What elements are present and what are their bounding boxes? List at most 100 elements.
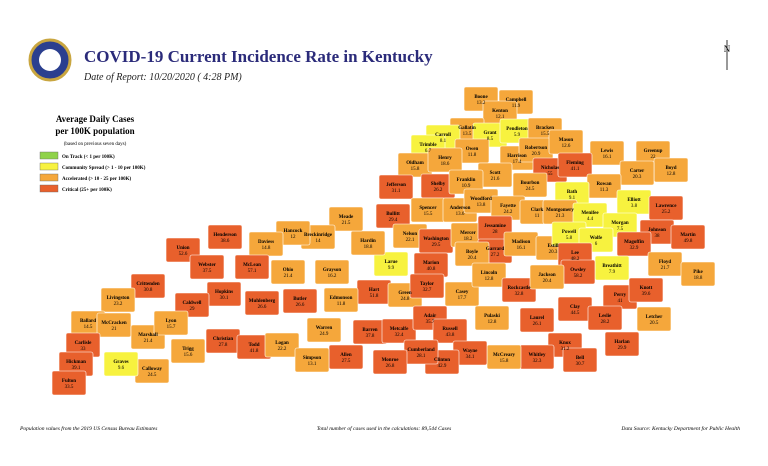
county-name: Meade bbox=[339, 215, 354, 220]
county bbox=[294, 347, 330, 373]
county-value: 20.5 bbox=[650, 321, 659, 326]
county-value: 39.1 bbox=[72, 366, 81, 371]
county-value: 30.1 bbox=[220, 296, 229, 301]
county-name: Owsley bbox=[570, 268, 586, 273]
county-value: 39.6 bbox=[642, 292, 651, 297]
county-name: Mercer bbox=[460, 231, 477, 236]
county-value: 32.3 bbox=[533, 359, 542, 364]
county-name: Fulton bbox=[62, 379, 76, 384]
county bbox=[381, 318, 417, 344]
county-value: 37.8 bbox=[366, 334, 375, 339]
county bbox=[328, 206, 364, 232]
legend-label: Accelerated (> 10 - 25 per 100K) bbox=[62, 177, 131, 182]
county-name: Montgomery bbox=[546, 208, 574, 213]
county-name: Pike bbox=[693, 270, 703, 275]
county-name: Harrison bbox=[507, 154, 527, 159]
county-value: 48.2 bbox=[571, 257, 580, 262]
county-name: Lee bbox=[571, 251, 580, 256]
county-value: 6 bbox=[595, 242, 598, 247]
county-value: 38 bbox=[655, 234, 661, 239]
county-name: Leslie bbox=[599, 314, 612, 319]
legend-label: Critical (25+ per 100K) bbox=[62, 188, 112, 193]
county-value: 32.7 bbox=[423, 288, 432, 293]
county-value: 28.1 bbox=[417, 354, 426, 359]
county-value: 21.7 bbox=[661, 266, 670, 271]
county-name: Daviess bbox=[258, 240, 274, 245]
county-name: Nicholas bbox=[541, 166, 559, 171]
county-name: Henderson bbox=[213, 233, 237, 238]
county-name: Allen bbox=[340, 353, 352, 358]
county bbox=[628, 277, 664, 303]
county-name: Boyle bbox=[466, 250, 479, 255]
county-name: Wolfe bbox=[590, 236, 603, 241]
county-value: 12.8 bbox=[667, 172, 676, 177]
county-value: 32.9 bbox=[630, 246, 639, 251]
county-name: Warren bbox=[316, 326, 333, 331]
county-value: 15.7 bbox=[167, 325, 176, 330]
county bbox=[170, 338, 206, 364]
county-name: Edmonson bbox=[330, 296, 353, 301]
county bbox=[100, 287, 136, 313]
county-value: 41.1 bbox=[571, 167, 580, 172]
county-value: 9.9 bbox=[388, 266, 395, 271]
county-name: Menifee bbox=[581, 211, 599, 216]
county bbox=[604, 331, 640, 357]
county-name: Lawrence bbox=[655, 204, 677, 209]
county-value: 11.8 bbox=[337, 302, 346, 307]
county-value: 12.8 bbox=[485, 277, 494, 282]
county-name: Elliott bbox=[627, 198, 641, 203]
county-name: Floyd bbox=[659, 260, 671, 265]
county-name: Garrard bbox=[486, 247, 505, 252]
county-value: 41 bbox=[618, 299, 624, 304]
county-name: Gallatin bbox=[458, 126, 476, 131]
county-name: Estill bbox=[547, 244, 559, 249]
county-value: 26.8 bbox=[386, 364, 395, 369]
county-value: 13.6 bbox=[456, 212, 465, 217]
county-name: Anderson bbox=[450, 206, 471, 211]
county-value: 24.8 bbox=[401, 297, 410, 302]
county bbox=[306, 317, 342, 343]
county-value: 18.8 bbox=[694, 276, 703, 281]
county bbox=[153, 310, 189, 336]
county-name: Clay bbox=[570, 305, 581, 310]
county bbox=[427, 147, 463, 173]
legend-title: Average Daily Cases bbox=[56, 114, 135, 124]
county-name: Martin bbox=[680, 233, 695, 238]
county-value: 17.4 bbox=[513, 160, 522, 165]
county-value: 30.7 bbox=[576, 362, 585, 367]
county-name: Todd bbox=[249, 343, 260, 348]
county-value: 27.5 bbox=[342, 359, 351, 364]
county-value: 28.2 bbox=[601, 320, 610, 325]
county-name: Lyon bbox=[166, 319, 177, 324]
county bbox=[103, 351, 139, 377]
county bbox=[96, 312, 132, 338]
county-value: 12 bbox=[291, 235, 297, 240]
county bbox=[444, 281, 480, 307]
county-name: Graves bbox=[113, 360, 128, 365]
county-value: 15.8 bbox=[411, 167, 420, 172]
county bbox=[619, 160, 655, 186]
county bbox=[207, 224, 243, 250]
county-name: Trigg bbox=[182, 347, 194, 352]
county-name: Breckinridge bbox=[304, 233, 333, 238]
county-value: 57.1 bbox=[248, 269, 257, 274]
county-value: 29.5 bbox=[432, 243, 441, 248]
county-name: Casey bbox=[456, 290, 469, 295]
county bbox=[323, 287, 359, 313]
county-name: Carlisle bbox=[75, 341, 92, 346]
county-name: Pulaski bbox=[484, 314, 500, 319]
legend-swatch bbox=[39, 151, 59, 160]
county-name: Carter bbox=[630, 169, 645, 174]
county-name: Washington bbox=[423, 237, 449, 242]
compass-label: N bbox=[724, 44, 731, 54]
county-value: 25.2 bbox=[662, 210, 671, 215]
county-value: 11 bbox=[535, 214, 540, 219]
county-value: 5.8 bbox=[566, 236, 573, 241]
county-name: Spencer bbox=[419, 206, 437, 211]
county-name: Kenton bbox=[492, 109, 508, 114]
county-value: 13.8 bbox=[477, 203, 486, 208]
county-value: 17.7 bbox=[458, 296, 467, 301]
county-name: Hopkins bbox=[215, 290, 233, 295]
county-value: 42.9 bbox=[438, 364, 447, 369]
county bbox=[529, 264, 565, 290]
